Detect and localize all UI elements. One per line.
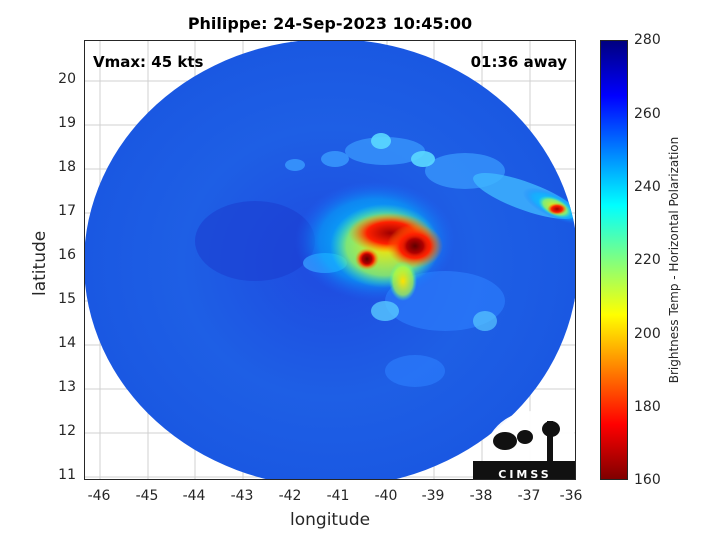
plot-area: CIMSS Vmax: 45 kts 01:36 away: [84, 40, 576, 480]
x-axis-title: longitude: [290, 510, 371, 530]
colorbar-tick-label: 240: [634, 179, 661, 195]
time-away-label: 01:36 away: [470, 53, 567, 71]
x-tick-label: -43: [230, 488, 254, 504]
y-tick-label: 14: [58, 335, 76, 351]
chart-title: Philippe: 24-Sep-2023 10:45:00: [187, 14, 473, 33]
colorbar: [600, 40, 628, 480]
vmax-label: Vmax: 45 kts: [93, 53, 204, 71]
x-tick-label: -41: [326, 488, 350, 504]
y-tick-label: 12: [58, 423, 76, 439]
x-tick-label: -40: [374, 488, 398, 504]
y-tick-label: 19: [58, 115, 76, 131]
y-tick-label: 11: [58, 467, 76, 483]
cimss-logo-text: CIMSS: [498, 468, 551, 480]
y-tick-label: 13: [58, 379, 76, 395]
y-tick-label: 16: [58, 247, 76, 263]
colorbar-tick-label: 160: [634, 472, 661, 488]
y-tick-label: 17: [58, 203, 76, 219]
x-tick-label: -44: [182, 488, 206, 504]
x-tick-label: -45: [135, 488, 159, 504]
colorbar-tick-label: 280: [634, 32, 661, 48]
y-tick-label: 15: [58, 291, 76, 307]
brightness-temp-map: CIMSS: [85, 41, 575, 480]
colorbar-tick-label: 180: [634, 399, 661, 415]
x-tick-label: -37: [517, 488, 541, 504]
cimss-logo: CIMSS: [473, 411, 575, 480]
colorbar-tick-label: 220: [634, 252, 661, 268]
y-tick-label: 18: [58, 159, 76, 175]
y-axis-title: latitude: [30, 230, 50, 296]
colorbar-title: Brightness Temp - Horizontal Polarizatio…: [667, 136, 681, 384]
colorbar-tick-label: 200: [634, 326, 661, 342]
storm-features: [195, 133, 575, 387]
x-tick-label: -39: [421, 488, 445, 504]
x-tick-label: -42: [278, 488, 302, 504]
y-tick-label: 20: [58, 71, 76, 87]
x-tick-label: -36: [559, 488, 583, 504]
colorbar-tick-label: 260: [634, 106, 661, 122]
x-tick-label: -46: [87, 488, 111, 504]
x-tick-label: -38: [469, 488, 493, 504]
